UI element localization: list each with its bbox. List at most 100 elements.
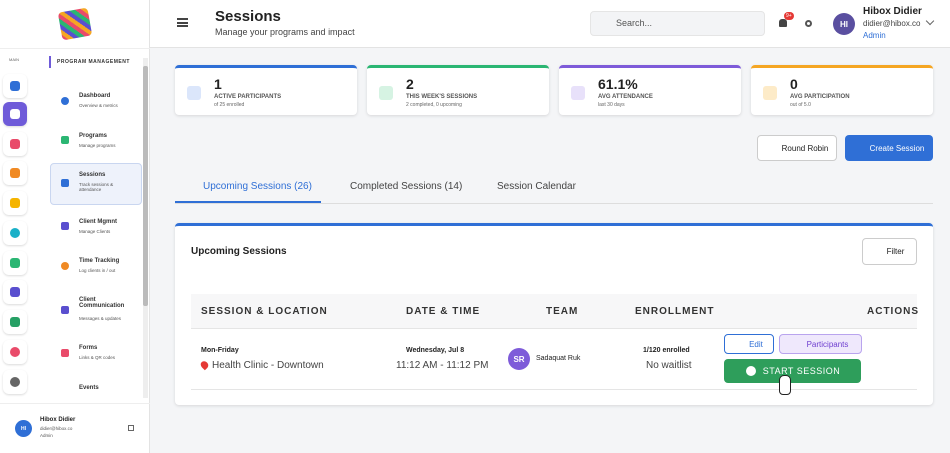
cursor — [779, 375, 791, 395]
page-title: Sessions — [215, 8, 281, 25]
ui-nd — [61, 306, 69, 314]
location: Health Clinic - Downtown — [212, 360, 324, 371]
ui-nt[interactable]: Events — [79, 385, 99, 391]
filter-button[interactable]: Filter — [862, 238, 917, 265]
stat-card: 1 ACTIVE PARTICIPANTS of 25 enrolled — [175, 65, 357, 115]
section-bar — [49, 56, 51, 68]
ui-nt[interactable]: Sessions — [79, 172, 106, 178]
check-icon — [746, 366, 756, 376]
ui-ns: Manage Clients — [79, 229, 111, 234]
menu-icon[interactable] — [177, 18, 188, 27]
ui-nd — [61, 136, 69, 144]
external-link[interactable] — [128, 425, 134, 431]
ui-nd — [61, 97, 69, 105]
ui-element — [10, 258, 20, 268]
bell[interactable] — [779, 19, 787, 27]
ui-nt[interactable]: Time Tracking — [79, 258, 120, 264]
sidebar: MAIN PROGRAM MANAGEMENT Dashboard Overvie… — [0, 0, 150, 453]
round-robin-button[interactable]: Round Robin — [757, 135, 837, 161]
tab[interactable]: Completed Sessions (14) — [350, 181, 463, 192]
ui-sv: 2 — [406, 76, 414, 92]
ui-nt[interactable]: Dashboard — [79, 93, 111, 99]
tabs-border — [175, 203, 933, 204]
ui-sv: 0 — [790, 76, 798, 92]
ui-element — [177, 21, 188, 24]
section-label: PROGRAM MANAGEMENT — [57, 59, 130, 65]
user-email: didier@hibox.co — [863, 19, 921, 28]
ui-element — [10, 347, 20, 357]
start-session-button[interactable]: START SESSION — [724, 359, 861, 383]
ui-ic — [3, 221, 27, 245]
ui-ns: Track sessions & attendance — [79, 182, 114, 192]
divider — [0, 403, 150, 404]
ui-element — [10, 81, 20, 91]
participants-button[interactable]: Participants — [779, 334, 862, 354]
ui-nt[interactable]: Client Mgmnt — [79, 219, 117, 225]
date: Wednesday, Jul 8 — [406, 347, 465, 354]
chevron — [925, 16, 935, 26]
ui-ic — [3, 132, 27, 156]
ui-ic — [3, 340, 27, 364]
ui-ns: Log clients in / out — [79, 268, 116, 273]
ui-sv: 1 — [214, 76, 222, 92]
ui-sl: AVG PARTICIPATION — [790, 94, 850, 100]
time: 11:12 AM - 11:12 PM — [396, 360, 489, 371]
ui-ic — [3, 280, 27, 304]
ui-nt[interactable]: Programs — [79, 133, 108, 139]
ui-ss: of 25 enrolled — [214, 102, 245, 108]
ui-ss: last 30 days — [598, 102, 625, 108]
team-name: Sadaquat Ruk — [536, 355, 581, 362]
badge: 9+ — [784, 12, 794, 20]
create-session-button[interactable]: Create Session — [845, 135, 933, 161]
ui-si — [379, 86, 393, 100]
enrolled: 1/120 enrolled — [643, 347, 690, 354]
ui-si — [187, 86, 201, 100]
ui-ss: out of 5.0 — [790, 102, 811, 108]
stat-card: 2 THIS WEEK'S SESSIONS 2 completed, 0 upco… — [367, 65, 549, 115]
ui-element — [10, 228, 20, 238]
page-subtitle: Manage your programs and impact — [215, 27, 355, 37]
ui-th: ACTIONS — [867, 306, 919, 317]
edit-button[interactable]: Edit — [724, 334, 774, 354]
ui-sv: 61.1% — [598, 76, 638, 92]
ui-nt[interactable]: Client Communication — [79, 297, 125, 309]
user-email: didier@hibox.co — [40, 426, 73, 431]
tab[interactable]: Session Calendar — [497, 181, 576, 192]
ui-th: SESSION & LOCATION — [201, 306, 328, 317]
ui-ic — [3, 161, 27, 185]
ui-ns: Links & QR codes — [79, 355, 116, 360]
ui-nd — [61, 222, 69, 230]
ui-nd — [61, 349, 69, 357]
ui-ns: Manage programs — [79, 143, 116, 148]
waitlist: No waitlist — [646, 360, 692, 371]
search[interactable]: Search... — [590, 11, 765, 36]
ui-element — [10, 168, 20, 178]
ui-th: DATE & TIME — [406, 306, 481, 317]
user-role: Admin — [863, 31, 886, 40]
settings[interactable] — [805, 20, 812, 27]
ui-ic — [3, 310, 27, 334]
card-title: Upcoming Sessions — [191, 246, 287, 257]
ui-element — [10, 377, 20, 387]
ui-element — [143, 66, 148, 306]
stat-card: 61.1% AVG ATTENDANCE last 30 days — [559, 65, 741, 115]
ui-ns: Overview & metrics — [79, 103, 118, 108]
ui-ic — [3, 251, 27, 275]
team-avatar: SR — [508, 348, 530, 370]
avatar: HI — [15, 420, 32, 437]
table-header-bg — [191, 294, 917, 329]
ui-element — [10, 317, 20, 327]
divider — [0, 48, 150, 49]
ui-nd — [61, 262, 69, 270]
ui-nd — [61, 179, 69, 187]
avatar: HI — [833, 13, 855, 35]
ui-ic — [3, 370, 27, 394]
ui-nt[interactable]: Forms — [79, 345, 98, 351]
user-name: Hibox Didier — [863, 6, 922, 17]
ui-ic — [3, 74, 27, 98]
tab-active[interactable]: Upcoming Sessions (26) — [175, 175, 321, 203]
ui-sl: THIS WEEK'S SESSIONS — [406, 94, 478, 100]
schedule: Mon-Friday — [201, 347, 239, 354]
ui-element — [10, 287, 20, 297]
